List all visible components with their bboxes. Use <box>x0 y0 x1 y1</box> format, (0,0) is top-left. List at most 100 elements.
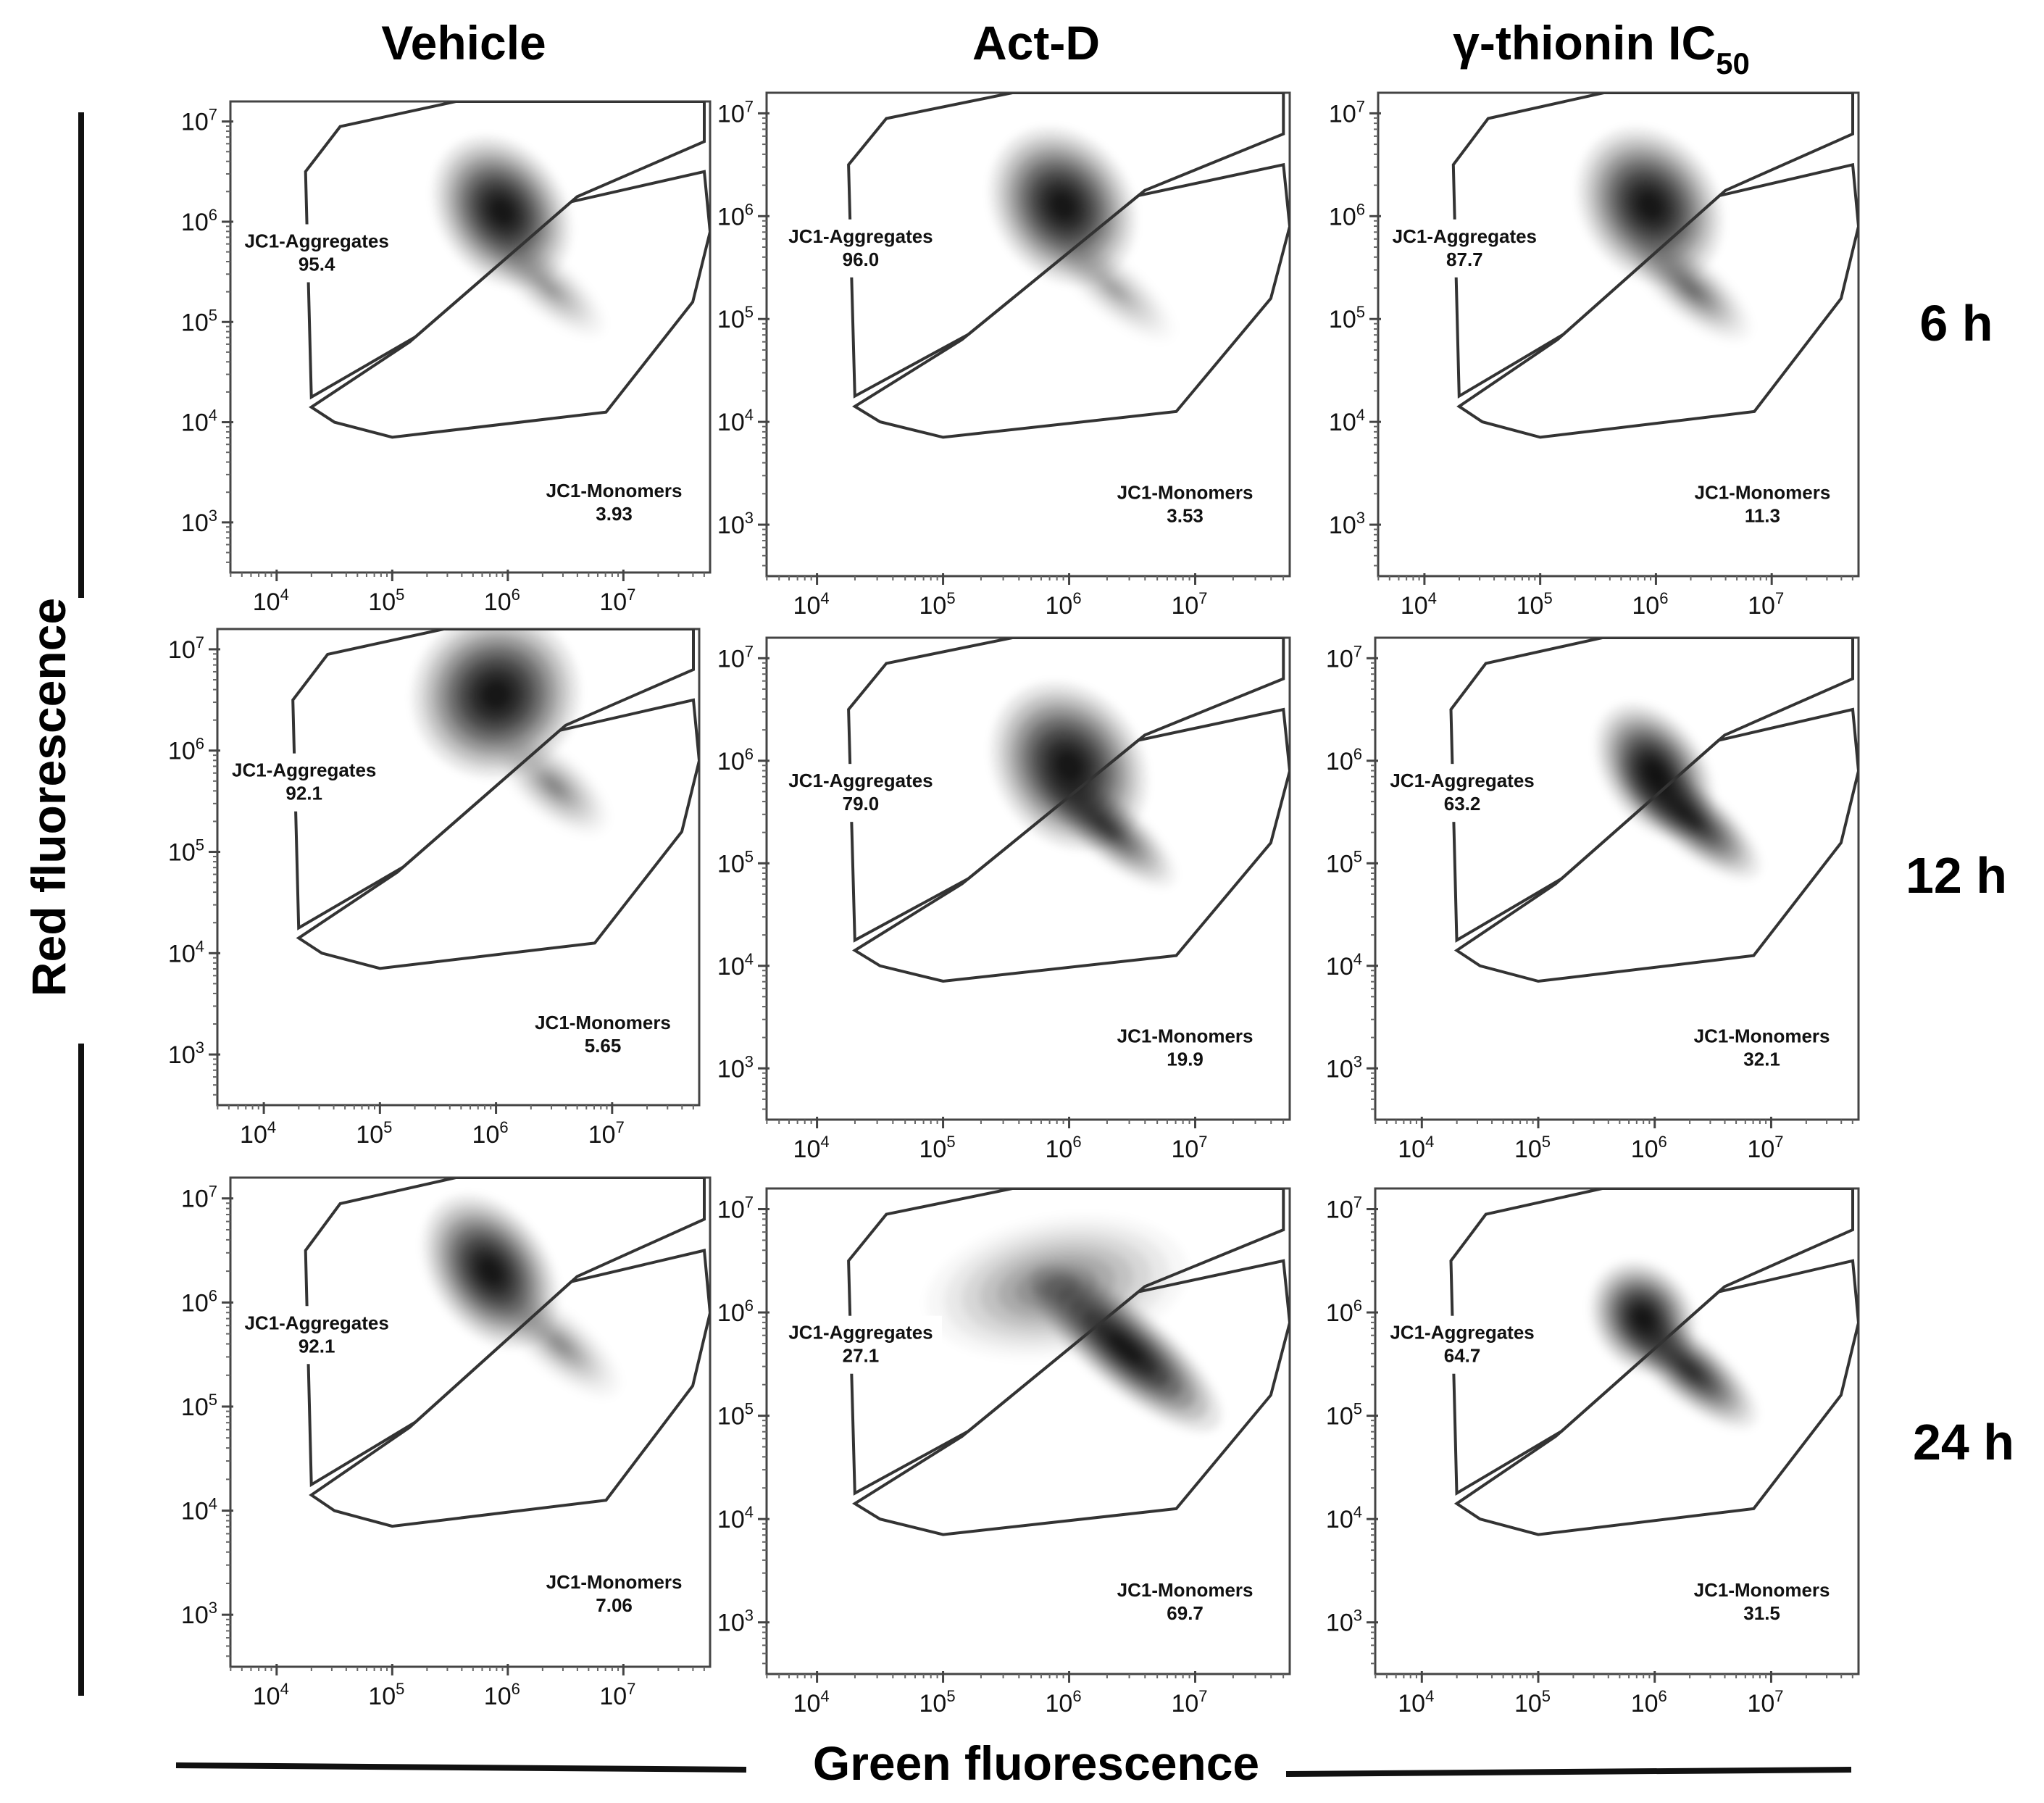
panel-3: 107 106 105 104 103 104 105 106 107 JC1-Aggregate… <box>168 628 701 1149</box>
aggregates-label: JC1-Aggregates <box>1393 225 1537 247</box>
column-header-subscript: 50 <box>1716 46 1750 80</box>
x-tick-label: 107 <box>599 586 635 616</box>
y-tick-label: 103 <box>181 1599 217 1629</box>
density-blob-1 <box>548 1334 571 1354</box>
density-cloud <box>991 683 1176 888</box>
x-tick-label: 104 <box>793 1133 830 1163</box>
x-tick-label: 104 <box>253 1680 289 1710</box>
density-blob-1 <box>1102 278 1125 298</box>
y-tick-label: 105 <box>181 306 217 336</box>
x-tick-label: 105 <box>1514 1687 1551 1717</box>
aggregates-label: JC1-Aggregates <box>232 759 376 781</box>
x-tick-label: 106 <box>484 586 520 616</box>
gate-label-bg <box>222 753 385 812</box>
gate-monomers <box>1456 162 1859 439</box>
y-tick-label: 107 <box>168 633 204 664</box>
y-tick-label: 105 <box>168 836 204 867</box>
y-tick-label: 107 <box>717 642 754 673</box>
y-tick-label: 107 <box>1326 642 1362 673</box>
density-blob-0 <box>1637 192 1664 220</box>
density-cloud <box>990 128 1167 335</box>
y-tick-label: 107 <box>1326 1194 1362 1224</box>
density-cloud <box>413 629 601 828</box>
x-tick-label: 106 <box>1631 1687 1667 1717</box>
aggregates-percent: 87.7 <box>1446 249 1483 270</box>
x-tick-label: 107 <box>1747 1133 1783 1163</box>
aggregates-percent: 79.0 <box>843 793 880 815</box>
y-tick-label: 106 <box>181 206 217 236</box>
y-tick-label: 103 <box>717 1052 754 1083</box>
gate-label-bg <box>1106 1573 1264 1631</box>
x-tick-label: 104 <box>1398 1133 1434 1163</box>
gate-label-bg <box>1383 219 1546 278</box>
monomers-label: JC1-Monomers <box>1694 1025 1830 1047</box>
monomers-label: JC1-Monomers <box>1694 481 1830 503</box>
y-tick-label: 107 <box>717 97 754 128</box>
gate-label-bg <box>525 1005 681 1064</box>
density-cloud <box>423 1196 612 1391</box>
gate-monomers <box>296 698 699 970</box>
gate-label-bg <box>1683 1573 1840 1631</box>
x-tick-label: 106 <box>1046 589 1082 620</box>
y-tick-label: 103 <box>1326 1052 1362 1083</box>
column-header-vehicle: Vehicle <box>381 16 546 70</box>
gate-monomers <box>1453 707 1859 983</box>
gate-label-bg <box>779 1315 942 1374</box>
panel-4: 107 106 105 104 103 104 105 106 107 JC1-Aggregate… <box>717 636 1291 1163</box>
x-tick-label: 106 <box>1631 1133 1667 1163</box>
y-tick-label: 106 <box>181 1286 217 1317</box>
column-header-gamma-thionin: γ-thionin IC50 <box>1453 16 1750 80</box>
x-tick-label: 104 <box>253 586 289 616</box>
x-tick-label: 104 <box>240 1118 276 1149</box>
gate-label-bg <box>535 474 693 532</box>
y-tick-label: 105 <box>717 1400 754 1431</box>
gate-label-bg <box>1683 1019 1840 1078</box>
y-tick-label: 107 <box>717 1194 754 1224</box>
monomers-percent: 3.93 <box>596 503 633 525</box>
aggregates-label: JC1-Aggregates <box>788 1322 933 1344</box>
column-header-gamma-thionin-text: γ-thionin IC <box>1453 16 1716 70</box>
x-tick-label: 107 <box>588 1118 625 1149</box>
panel-6: 107 106 105 104 103 104 105 106 107 JC1-Aggregate… <box>181 1176 712 1710</box>
x-tick-label: 106 <box>484 1680 520 1710</box>
x-tick-label: 105 <box>356 1118 392 1149</box>
x-tick-label: 105 <box>919 1687 956 1717</box>
panel-8: 107 106 105 104 103 104 105 106 107 JC1-Aggregate… <box>1326 1187 1860 1717</box>
aggregates-label: JC1-Aggregates <box>1390 1322 1534 1344</box>
y-tick-label: 105 <box>717 303 754 333</box>
x-tick-label: 105 <box>368 1680 404 1710</box>
x-axis-title: Green fluorescence <box>813 1736 1259 1790</box>
monomers-label: JC1-Monomers <box>535 1012 671 1033</box>
y-tick-label: 103 <box>168 1038 204 1069</box>
aggregates-percent: 92.1 <box>299 1335 335 1357</box>
aggregates-label: JC1-Aggregates <box>788 770 933 791</box>
y-tick-label: 103 <box>1329 509 1365 539</box>
gate-label-bg <box>235 224 399 283</box>
monomers-label: JC1-Monomers <box>1117 1025 1253 1047</box>
density-cloud <box>943 1225 1222 1432</box>
y-tick-label: 104 <box>168 937 204 967</box>
density-blob-0 <box>481 680 512 710</box>
density-blob-0 <box>490 198 514 225</box>
x-tick-label: 105 <box>919 1133 956 1163</box>
density-blob-1 <box>538 278 559 296</box>
density-blob-0 <box>1049 191 1076 220</box>
x-bracket-line-left <box>175 1762 747 1773</box>
y-tick-label: 106 <box>717 745 754 775</box>
monomers-percent: 69.7 <box>1167 1602 1204 1624</box>
x-tick-label: 104 <box>1401 589 1437 620</box>
density-blob-1 <box>1677 806 1703 828</box>
gate-label-bg <box>1106 1019 1264 1078</box>
aggregates-percent: 64.7 <box>1444 1345 1481 1367</box>
x-tick-label: 104 <box>1398 1687 1434 1717</box>
y-tick-label: 104 <box>717 950 754 980</box>
x-tick-label: 105 <box>1514 1133 1551 1163</box>
aggregates-label: JC1-Aggregates <box>244 1312 388 1333</box>
x-tick-label: 107 <box>1171 1133 1207 1163</box>
monomers-percent: 32.1 <box>1743 1049 1780 1070</box>
monomers-percent: 31.5 <box>1743 1602 1780 1624</box>
x-tick-label: 107 <box>1747 1687 1783 1717</box>
y-tick-label: 105 <box>1329 303 1365 333</box>
x-tick-label: 106 <box>1046 1133 1082 1163</box>
y-tick-label: 104 <box>181 407 217 437</box>
